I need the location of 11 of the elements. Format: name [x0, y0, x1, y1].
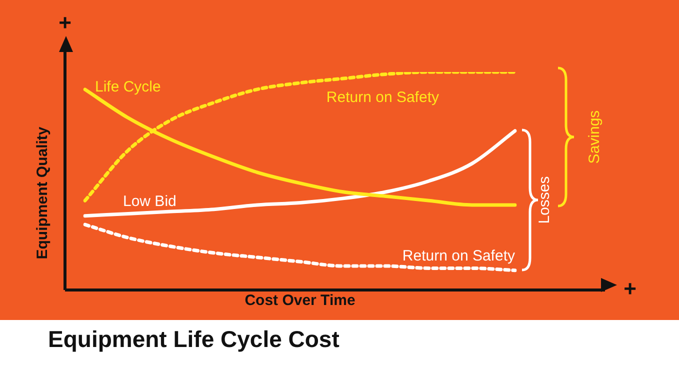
text: Equipment Life Cycle Cost	[48, 326, 340, 353]
series-label: Life Cycle	[95, 78, 161, 96]
y-axis-title: Equipment Quality	[34, 126, 52, 260]
x-axis-title: Cost Over Time	[244, 292, 356, 310]
annotation: Losses	[536, 176, 554, 224]
series-label: Return on Safety	[402, 248, 516, 265]
text: Savings	[586, 110, 604, 164]
series-label: Low Bid	[123, 192, 176, 210]
text: +	[624, 276, 636, 302]
text: +	[58, 10, 72, 36]
series-label: Return on Safety	[326, 89, 440, 106]
